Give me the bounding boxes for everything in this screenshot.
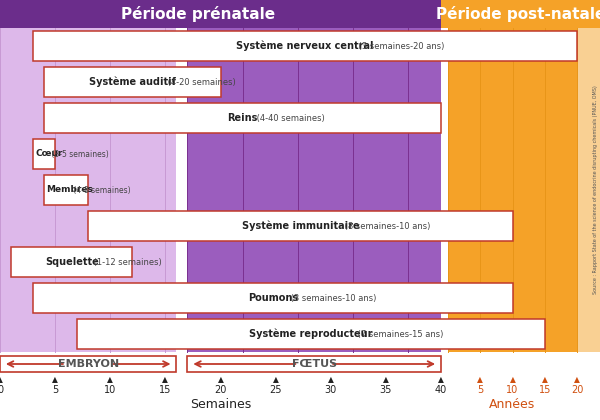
Text: (1-12 semaines): (1-12 semaines) (91, 257, 162, 267)
Text: 20: 20 (214, 385, 227, 395)
Text: 5: 5 (477, 385, 484, 395)
Bar (176, 28, 187, 352)
Text: 25: 25 (269, 385, 282, 395)
Text: Poumons: Poumons (248, 293, 298, 303)
Text: (4-8 semaines): (4-8 semaines) (71, 186, 131, 194)
Text: Système reproducteur: Système reproducteur (249, 329, 373, 339)
Text: ▲: ▲ (509, 375, 515, 384)
Bar (441, 28, 448, 352)
Bar (44, 103, 441, 133)
Text: Reins: Reins (227, 113, 258, 123)
Text: ▲: ▲ (542, 375, 548, 384)
Text: Système nerveux central: Système nerveux central (236, 41, 374, 51)
Bar (33, 31, 577, 61)
Text: Période prénatale: Période prénatale (121, 6, 275, 22)
Text: 0: 0 (0, 385, 3, 395)
Text: (3 semaines-10 ans): (3 semaines-10 ans) (288, 294, 377, 302)
Text: (4-40 semaines): (4-40 semaines) (254, 113, 325, 123)
Text: ▲: ▲ (383, 375, 389, 384)
Text: ▲: ▲ (272, 375, 278, 384)
Bar (448, 28, 577, 352)
Text: Membres: Membres (46, 186, 93, 194)
Bar (187, 28, 441, 352)
Bar (33, 139, 55, 169)
Bar (0, 0, 441, 28)
Text: Période post-natale: Période post-natale (436, 6, 600, 22)
Text: (7 semaines-15 ans): (7 semaines-15 ans) (355, 330, 443, 339)
Text: 5: 5 (52, 385, 58, 395)
Text: (3 semaines-20 ans): (3 semaines-20 ans) (356, 42, 444, 50)
Text: EMBRYON: EMBRYON (58, 359, 119, 369)
Text: Squelette: Squelette (45, 257, 98, 267)
Text: 35: 35 (380, 385, 392, 395)
Text: Source : Rapport State of the science of endocrine disrupting chemicals (PNUE, O: Source : Rapport State of the science of… (593, 86, 598, 294)
Text: ▲: ▲ (574, 375, 580, 384)
Text: ▲: ▲ (478, 375, 483, 384)
Text: ▲: ▲ (438, 375, 444, 384)
Text: Système immunitaire: Système immunitaire (242, 221, 359, 231)
Text: ▲: ▲ (0, 375, 3, 384)
Bar (441, 0, 600, 28)
Text: (3-5 semaines): (3-5 semaines) (49, 150, 109, 158)
Text: Système auditif: Système auditif (89, 77, 176, 87)
Text: Cœur: Cœur (35, 150, 62, 158)
Text: ▲: ▲ (163, 375, 169, 384)
Bar (44, 67, 221, 97)
Bar (0, 28, 176, 352)
Text: FŒTUS: FŒTUS (292, 359, 337, 369)
Text: 15: 15 (159, 385, 172, 395)
Bar (577, 28, 600, 352)
Bar (0, 356, 176, 372)
Text: 10: 10 (104, 385, 116, 395)
Text: ▲: ▲ (218, 375, 223, 384)
Text: 30: 30 (325, 385, 337, 395)
Text: ▲: ▲ (107, 375, 113, 384)
Bar (187, 356, 441, 372)
Text: (4-20 semaines): (4-20 semaines) (166, 78, 236, 87)
Text: Semaines: Semaines (190, 398, 251, 411)
Bar (88, 211, 512, 241)
Text: 20: 20 (571, 385, 583, 395)
Bar (33, 283, 512, 313)
Bar (11, 247, 132, 277)
Text: (8 semaines-10 ans): (8 semaines-10 ans) (342, 221, 431, 231)
Bar (44, 175, 88, 205)
Text: 15: 15 (539, 385, 551, 395)
Text: ▲: ▲ (52, 375, 58, 384)
Text: ▲: ▲ (328, 375, 334, 384)
Text: Années: Années (490, 398, 536, 411)
Text: 10: 10 (506, 385, 518, 395)
Text: 40: 40 (435, 385, 447, 395)
Bar (77, 319, 545, 349)
